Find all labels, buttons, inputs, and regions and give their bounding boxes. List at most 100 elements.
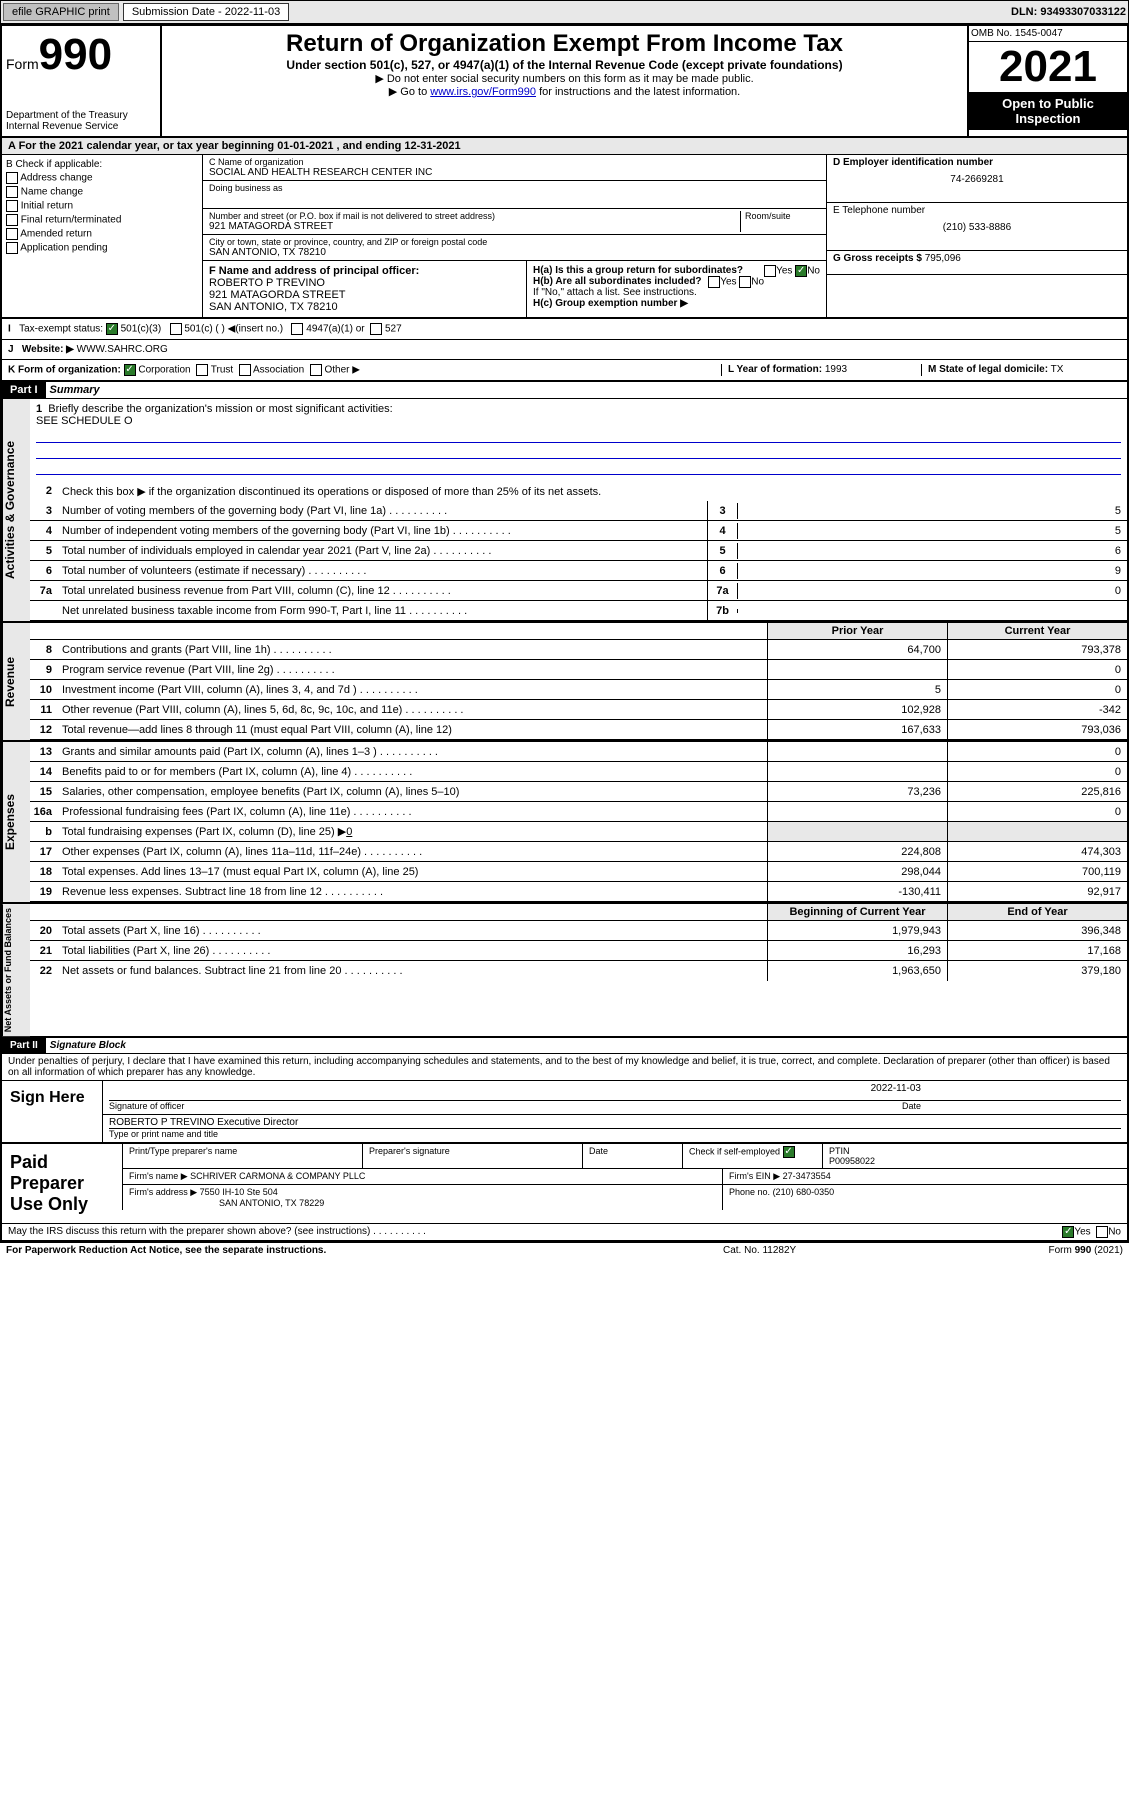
ha-yes[interactable] xyxy=(764,265,776,277)
part-i: Part ISummary Activities & Governance 1 … xyxy=(0,382,1129,1038)
perjury-text: Under penalties of perjury, I declare th… xyxy=(2,1054,1127,1080)
hb-no[interactable] xyxy=(739,276,751,288)
p14 xyxy=(767,762,947,781)
efile-button[interactable]: efile GRAPHIC print xyxy=(3,3,119,21)
spacer xyxy=(30,623,767,639)
c16b xyxy=(947,822,1127,841)
part-i-title: Summary xyxy=(50,384,100,396)
org-name: SOCIAL AND HEALTH RESEARCH CENTER INC xyxy=(209,167,820,178)
v4: 5 xyxy=(737,523,1127,539)
line10: Investment income (Part VIII, column (A)… xyxy=(58,682,767,698)
firm-addr-lbl: Firm's address ▶ xyxy=(129,1187,197,1197)
k-corp[interactable]: ✓ xyxy=(124,364,136,376)
check-amended[interactable] xyxy=(6,228,18,240)
irs-link[interactable]: www.irs.gov/Form990 xyxy=(430,86,536,98)
fr-pre: Form xyxy=(1049,1245,1075,1256)
b-item-3: Final return/terminated xyxy=(21,215,122,226)
c8: 793,378 xyxy=(947,640,1127,659)
uline xyxy=(36,429,1121,443)
k-trust[interactable] xyxy=(196,364,208,376)
hdr-curr: Current Year xyxy=(947,623,1127,639)
k-o3: Association xyxy=(253,365,304,376)
k-other[interactable] xyxy=(310,364,322,376)
self-emp-check[interactable]: ✓ xyxy=(783,1146,795,1158)
firm-phone: (210) 680-0350 xyxy=(773,1187,835,1197)
may-irs-no[interactable] xyxy=(1096,1226,1108,1238)
part-ii: Part IISignature Block Under penalties o… xyxy=(0,1038,1129,1242)
hb-yes[interactable] xyxy=(708,276,720,288)
form-word: Form xyxy=(6,56,39,72)
b-item-1: Name change xyxy=(21,187,83,198)
i-o1: 501(c)(3) xyxy=(121,324,162,335)
may-irs-yes[interactable]: ✓ xyxy=(1062,1226,1074,1238)
hdr-end: End of Year xyxy=(947,904,1127,920)
c13: 0 xyxy=(947,742,1127,761)
i-501c3[interactable]: ✓ xyxy=(106,323,118,335)
check-initial[interactable] xyxy=(6,200,18,212)
line4: Number of independent voting members of … xyxy=(58,523,707,539)
paid-preparer: Paid Preparer Use Only xyxy=(2,1144,122,1223)
c12: 793,036 xyxy=(947,720,1127,739)
line11: Other revenue (Part VIII, column (A), li… xyxy=(58,702,767,718)
i-501c[interactable] xyxy=(170,323,182,335)
line13: Grants and similar amounts paid (Part IX… xyxy=(58,744,767,760)
line5: Total number of individuals employed in … xyxy=(58,543,707,559)
p18: 298,044 xyxy=(767,862,947,881)
goto-pre: ▶ Go to xyxy=(389,86,430,98)
p20: 1,979,943 xyxy=(767,921,947,940)
ha-yes-lbl: Yes xyxy=(776,266,792,277)
note-goto: ▶ Go to www.irs.gov/Form990 for instruct… xyxy=(166,85,963,98)
ha-no[interactable]: ✓ xyxy=(795,265,807,277)
uline xyxy=(36,461,1121,475)
c14: 0 xyxy=(947,762,1127,781)
b-label: B Check if applicable: xyxy=(6,159,198,170)
check-final[interactable] xyxy=(6,214,18,226)
top-bar: efile GRAPHIC print Submission Date - 20… xyxy=(0,0,1129,24)
may-yes: Yes xyxy=(1074,1227,1090,1238)
footer-left: For Paperwork Reduction Act Notice, see … xyxy=(6,1245,723,1256)
ein: 74-2669281 xyxy=(833,174,1121,185)
irs-label: Internal Revenue Service xyxy=(6,121,156,132)
hb-label: H(b) Are all subordinates included? xyxy=(533,276,702,287)
part-ii-title: Signature Block xyxy=(50,1040,126,1051)
p12: 167,633 xyxy=(767,720,947,739)
p15: 73,236 xyxy=(767,782,947,801)
ha-label: H(a) Is this a group return for subordin… xyxy=(533,265,743,276)
fr-post: (2021) xyxy=(1091,1245,1123,1256)
i-527[interactable] xyxy=(370,323,382,335)
form-header: Form990 Department of the Treasury Inter… xyxy=(0,24,1129,138)
line3: Number of voting members of the governin… xyxy=(58,503,707,519)
line7b: Net unrelated business taxable income fr… xyxy=(58,603,707,619)
i-o3: 4947(a)(1) or xyxy=(306,324,364,335)
prep-name-lbl: Print/Type preparer's name xyxy=(122,1144,362,1168)
p9 xyxy=(767,660,947,679)
p8: 64,700 xyxy=(767,640,947,659)
c17: 474,303 xyxy=(947,842,1127,861)
check-name[interactable] xyxy=(6,186,18,198)
check-address[interactable] xyxy=(6,172,18,184)
c-name-label: C Name of organization xyxy=(209,157,820,167)
firm-ein: 27-3473554 xyxy=(783,1171,831,1181)
e-label: E Telephone number xyxy=(833,205,1121,216)
omb-number: OMB No. 1545-0047 xyxy=(969,26,1127,42)
k-assoc[interactable] xyxy=(239,364,251,376)
p21: 16,293 xyxy=(767,941,947,960)
check-pending[interactable] xyxy=(6,242,18,254)
prep-date-lbl: Date xyxy=(582,1144,682,1168)
p11: 102,928 xyxy=(767,700,947,719)
row-i: I Tax-exempt status: ✓ 501(c)(3) 501(c) … xyxy=(0,319,1129,340)
section-a: A For the 2021 calendar year, or tax yea… xyxy=(0,138,1129,155)
hb-note: If "No," attach a list. See instructions… xyxy=(533,287,820,298)
b-item-2: Initial return xyxy=(21,201,73,212)
form-number: 990 xyxy=(39,30,112,79)
footer: For Paperwork Reduction Act Notice, see … xyxy=(0,1242,1129,1258)
line7a: Total unrelated business revenue from Pa… xyxy=(58,583,707,599)
k-o2: Trust xyxy=(211,365,233,376)
row-j: J Website: ▶ WWW.SAHRC.ORG xyxy=(0,340,1129,360)
p19: -130,411 xyxy=(767,882,947,901)
ptin-lbl: PTIN xyxy=(829,1146,1121,1156)
i-4947[interactable] xyxy=(291,323,303,335)
hdr-prior: Prior Year xyxy=(767,623,947,639)
dept-treasury: Department of the Treasury xyxy=(6,110,156,121)
gross-receipts: 795,096 xyxy=(925,253,961,264)
